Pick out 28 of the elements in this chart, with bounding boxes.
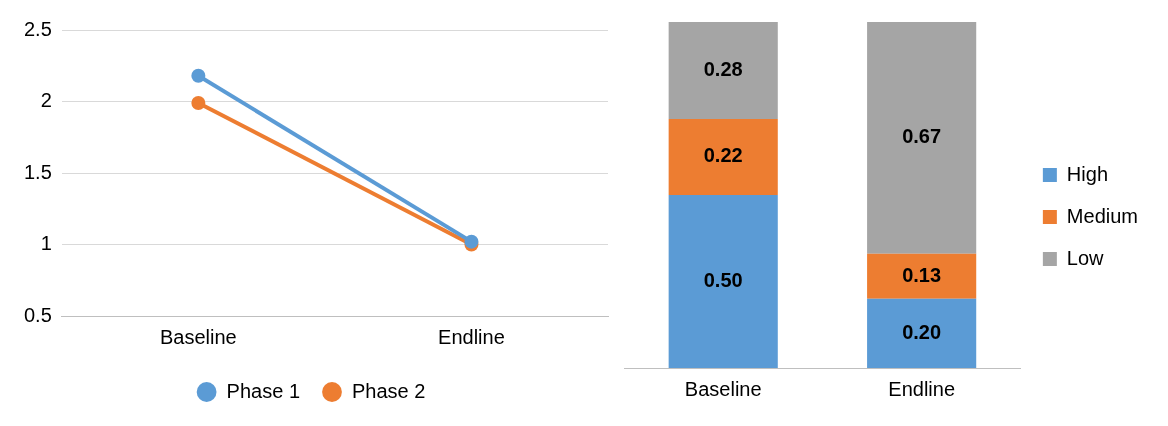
data-label: 0.67 — [902, 125, 942, 148]
legend-label: High — [1066, 162, 1109, 185]
data-label: 0.13 — [902, 263, 942, 286]
y-tick-label: 0.5 — [23, 303, 52, 326]
data-label: 0.50 — [703, 269, 743, 292]
x-tick-label: Endline — [888, 377, 956, 400]
legend-label: Phase 2 — [352, 379, 426, 402]
x-tick-label: Baseline — [159, 325, 237, 348]
data-label: 0.22 — [703, 144, 743, 167]
y-tick-label: 2.5 — [23, 17, 52, 40]
y-tick-label: 2 — [40, 89, 52, 112]
y-tick-label: 1.5 — [23, 160, 52, 183]
legend-label: Medium — [1066, 204, 1139, 227]
y-tick-label: 1 — [40, 232, 52, 255]
x-tick-label: Endline — [438, 325, 505, 348]
point — [191, 68, 206, 83]
bar — [668, 118, 778, 195]
legend-label: Low — [1066, 246, 1105, 269]
point — [191, 95, 206, 110]
x-tick-label: Baseline — [684, 377, 762, 400]
bar — [867, 22, 977, 254]
bar — [867, 298, 977, 368]
bar — [867, 253, 977, 299]
legend-label: Phase 1 — [226, 379, 300, 402]
bar — [668, 22, 778, 119]
data-label: 0.28 — [703, 57, 743, 80]
bar — [668, 195, 778, 368]
data-label: 0.20 — [902, 320, 942, 343]
